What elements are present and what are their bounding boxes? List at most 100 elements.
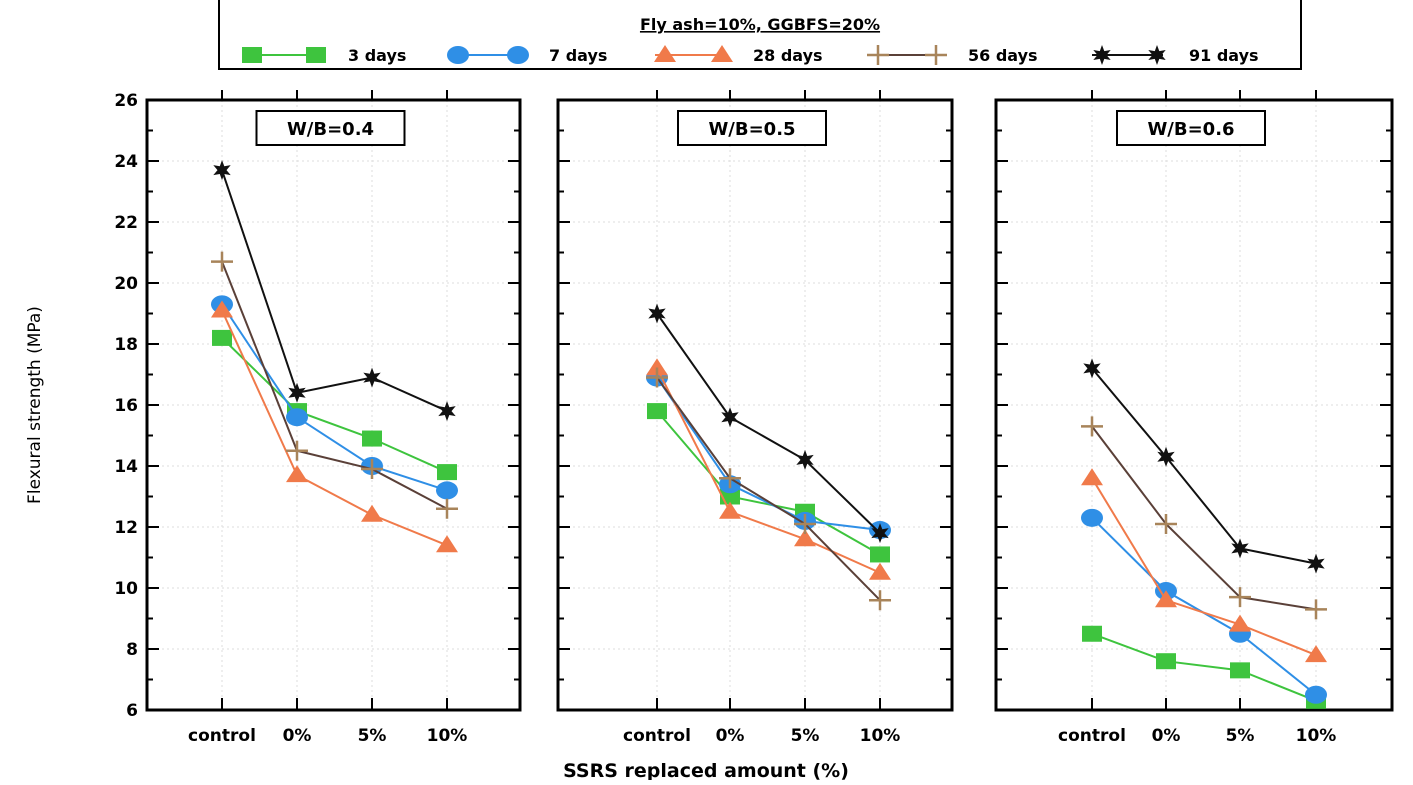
data-point (794, 513, 816, 534)
legend-marker (654, 45, 676, 62)
x-tick-label: 5% (1226, 726, 1255, 746)
data-point (1081, 468, 1103, 486)
frame-layer (145, 90, 1394, 712)
data-point (871, 523, 889, 544)
data-point (361, 459, 383, 480)
data-point (646, 358, 668, 376)
legend-marker (1093, 45, 1111, 65)
data-point (436, 498, 458, 519)
x-tick-label: 0% (1152, 726, 1181, 746)
data-point (286, 465, 308, 483)
legend-marker (925, 45, 947, 65)
y-tick-label: 6 (126, 701, 138, 721)
data-point (436, 535, 458, 553)
legend-title: Fly ash=10%, GGBFS=20% (640, 15, 880, 34)
data-point (1230, 662, 1250, 679)
x-tick-label: 10% (1296, 726, 1337, 746)
x-tick-label: 0% (716, 726, 745, 746)
y-axis-title: Flexural strength (MPa) (25, 306, 45, 504)
legend-marker (447, 46, 469, 64)
data-point (1083, 358, 1101, 379)
data-point (361, 504, 383, 522)
legend-marker (867, 45, 889, 65)
data-point (870, 546, 890, 563)
series-line (1091, 425, 1317, 611)
data-layer (211, 160, 1327, 709)
legend-marker (306, 47, 326, 63)
legend-marker (242, 47, 262, 63)
data-point (211, 251, 233, 272)
series-line (656, 376, 881, 601)
x-tick-label: 5% (791, 726, 820, 746)
x-tick-label: control (1058, 726, 1126, 746)
y-tick-label: 24 (114, 152, 138, 172)
series-line (221, 169, 448, 413)
legend-entry: 91 days (1189, 46, 1259, 65)
data-point (1082, 625, 1102, 642)
panel-title-box (255, 110, 406, 146)
series-line (656, 410, 881, 556)
panel-title: W/B=0.6 (1147, 119, 1234, 140)
data-point (647, 403, 667, 420)
series-line (221, 337, 448, 474)
data-point (212, 329, 232, 346)
legend-marker (507, 46, 529, 64)
series-line (1091, 367, 1317, 565)
legend-entry: 56 days (968, 46, 1038, 65)
series-line (1091, 517, 1317, 696)
legend-layer: Fly ash=10%, GGBFS=20% 3 days 7 days 28 day… (218, 0, 1302, 70)
data-point (869, 562, 891, 580)
panel-title-box (1116, 110, 1266, 146)
data-point (286, 408, 308, 427)
legend-marker (711, 45, 733, 62)
series-line (1091, 477, 1317, 657)
data-point (719, 468, 741, 489)
data-point (1156, 653, 1176, 670)
data-point (1231, 538, 1249, 559)
data-point (363, 367, 381, 388)
legend-box (218, 0, 1302, 70)
data-point (719, 501, 741, 519)
panel-title: W/B=0.4 (287, 119, 374, 140)
data-point (869, 590, 891, 611)
series-line (221, 303, 448, 492)
data-point (437, 464, 457, 481)
series-line (221, 261, 448, 510)
data-point (648, 303, 666, 324)
data-point (1081, 416, 1103, 437)
y-tick-label: 18 (114, 335, 138, 355)
series-line (656, 367, 881, 574)
data-point (794, 529, 816, 547)
data-point (646, 367, 668, 388)
data-point (211, 300, 233, 318)
series-line (656, 312, 881, 534)
data-point (438, 401, 456, 422)
x-axis-title: SSRS replaced amount (%) (563, 760, 849, 780)
data-point (1229, 587, 1251, 608)
data-point (362, 430, 382, 447)
data-point (436, 481, 458, 500)
x-tick-label: 10% (427, 726, 468, 746)
y-tick-label: 8 (126, 640, 138, 660)
y-tick-label: 12 (114, 518, 138, 538)
series-line (221, 310, 448, 547)
y-tick-label: 20 (114, 274, 138, 294)
legend-entry: 3 days (348, 46, 406, 65)
data-point (1307, 553, 1325, 574)
data-point (1155, 513, 1177, 534)
grid-layer (147, 99, 1392, 711)
data-point (1305, 645, 1327, 663)
x-tick-label: control (188, 726, 256, 746)
legend-entry: 7 days (549, 46, 607, 65)
legend-entry: 28 days (753, 46, 823, 65)
panel-title: W/B=0.5 (708, 119, 795, 140)
data-point (796, 449, 814, 470)
panel-title-box (677, 110, 827, 146)
x-tick-label: control (623, 726, 691, 746)
legend-marker (1148, 45, 1166, 65)
series-line (1091, 632, 1317, 702)
x-tick-label: 10% (860, 726, 901, 746)
data-point (1305, 685, 1327, 704)
